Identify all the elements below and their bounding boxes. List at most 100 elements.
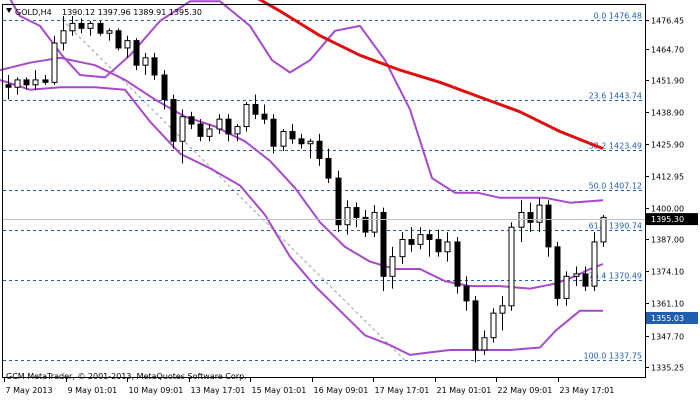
candle[interactable] [399,232,406,265]
candle[interactable] [151,52,158,80]
candle[interactable] [444,232,451,262]
fibonacci-retracement[interactable]: 0.0 1476.48 23.6 1443.74 38.2 1423.49 50.0 … [3,12,645,361]
time-tick-label: 17 May 17:01 [375,386,430,395]
candle[interactable] [426,229,433,257]
candle[interactable] [545,200,552,257]
bear-candle-body [188,116,195,125]
candle[interactable] [591,232,598,292]
candle[interactable] [51,35,58,85]
bull-candle-body [563,275,570,299]
fibo-level-label: 38.2 1423.49 [589,142,642,151]
candle[interactable] [536,197,543,233]
candle[interactable] [216,114,223,134]
candle[interactable] [161,70,168,110]
candle[interactable] [582,266,589,292]
candle[interactable] [481,330,488,355]
candle[interactable] [289,124,296,144]
candle[interactable] [97,20,104,36]
bull-candle-body [371,211,378,233]
candle[interactable] [69,16,76,36]
bear-candle-body [170,99,177,142]
candle[interactable] [454,237,461,294]
candle[interactable] [106,28,113,41]
candle[interactable] [600,214,607,247]
candle[interactable] [5,74,12,100]
candle[interactable] [508,222,515,311]
candle[interactable] [60,16,67,51]
candle[interactable] [472,295,479,363]
candle[interactable] [573,266,580,287]
candle[interactable] [408,227,415,252]
candle[interactable] [197,119,204,142]
candle[interactable] [371,205,378,238]
candle[interactable] [115,28,122,51]
candle[interactable] [554,241,561,306]
price-tick-label: 1374.10 [651,268,684,277]
bollinger-middle-line [0,56,604,290]
candle[interactable] [42,74,49,85]
bear-candle-body [527,211,534,223]
candle[interactable] [499,295,506,331]
time-tick-label: 16 May 09:01 [314,386,369,395]
chart-border [2,4,646,378]
candle[interactable] [563,271,570,306]
candle[interactable] [417,227,424,250]
candle[interactable] [124,35,131,58]
candle[interactable] [280,129,287,152]
candle[interactable] [270,114,277,154]
price-tick-label: 1438.90 [651,109,684,118]
bollinger-upper-line [9,0,604,204]
candle[interactable] [307,138,314,159]
candle[interactable] [87,20,94,36]
bear-candle-body [161,74,168,101]
candle[interactable] [527,202,534,233]
candle[interactable] [14,77,21,95]
candle[interactable] [362,210,369,238]
time-tick-label: 9 May 01:01 [68,386,118,395]
price-tick-label: 1387.00 [651,236,684,245]
bear-candle-body [426,234,433,240]
candlestick-series[interactable] [5,16,607,363]
candle[interactable] [490,308,497,343]
candle[interactable] [335,170,342,233]
bear-candle-body [151,57,158,76]
candle[interactable] [206,124,213,142]
candle[interactable] [389,246,396,289]
bull-candle-body [14,79,21,88]
bull-candle-body [344,207,351,226]
candle[interactable] [234,124,241,142]
candle[interactable] [142,52,149,75]
bull-candle-body [124,40,131,49]
candle[interactable] [316,133,323,166]
candle[interactable] [252,94,259,120]
bear-candle-body [289,130,296,140]
candle[interactable] [325,148,332,184]
candle[interactable] [261,104,268,125]
candle[interactable] [32,70,39,90]
bear-candle-body [545,204,552,248]
candle[interactable] [188,111,195,129]
candle[interactable] [380,207,387,292]
candle[interactable] [435,229,442,257]
time-tick-label: 10 May 09:01 [129,386,184,395]
candle[interactable] [179,109,186,164]
bull-candle-body [444,241,451,253]
candle[interactable] [78,18,85,34]
candle[interactable] [23,77,30,90]
candle[interactable] [463,276,470,311]
bull-candle-body [307,140,314,145]
candle[interactable] [225,114,232,142]
candle[interactable] [518,200,525,242]
candle[interactable] [243,101,250,132]
candle[interactable] [344,200,351,235]
candle[interactable] [133,38,140,71]
moving-average-line [257,0,604,150]
bear-candle-body [316,140,323,159]
candle[interactable] [298,133,305,149]
time-tick-label: 7 May 2013 [6,386,53,395]
price-axis: 1476.45 1464.70 1451.90 1438.90 1425.90 1412.… [645,17,698,373]
candle[interactable] [170,94,177,149]
candle[interactable] [353,202,360,228]
